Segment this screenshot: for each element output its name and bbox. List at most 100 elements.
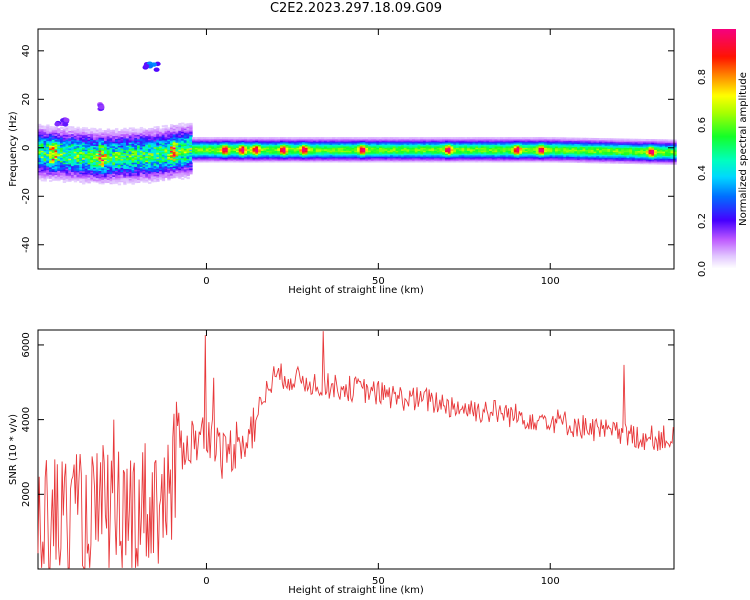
heatmap-cell [640, 144, 644, 147]
heatmap-cell [115, 144, 119, 147]
heatmap-cell [538, 141, 542, 144]
heatmap-cell [370, 137, 375, 140]
heatmap-cell [604, 141, 608, 144]
heatmap-cell [409, 138, 413, 141]
heatmap-cell [79, 171, 83, 175]
heatmap-cell [170, 129, 174, 132]
heatmap-cell [555, 137, 559, 140]
heatmap-cell [219, 138, 223, 141]
heatmap-cell [505, 147, 509, 150]
heatmap-cell [368, 158, 372, 161]
heatmap-cell [546, 145, 551, 148]
heatmap-cell [390, 140, 394, 143]
heatmap-cell [398, 157, 402, 160]
heatmap-cell [170, 151, 174, 154]
heatmap-cell [453, 150, 457, 153]
heatmap-cell [555, 145, 559, 148]
heatmap-cell [376, 141, 380, 144]
heatmap-cell [82, 137, 86, 140]
heatmap-cell [51, 129, 56, 132]
heatmap-cell [175, 140, 179, 143]
heatmap-cell [164, 165, 168, 168]
heatmap-cell [549, 156, 553, 159]
heatmap-cell [533, 142, 537, 145]
heatmap-cell [208, 144, 212, 147]
heatmap-cell [104, 140, 108, 143]
heatmap-cell [82, 159, 86, 162]
heatmap-cell [134, 175, 138, 178]
heatmap-cell [216, 145, 221, 148]
heatmap-cell [629, 154, 633, 157]
heatmap-cell [307, 151, 311, 154]
heatmap-cell [153, 175, 157, 178]
heatmap-cell [552, 142, 556, 146]
heatmap-cell [131, 169, 135, 172]
heatmap-cell [82, 164, 86, 167]
heatmap-cell [164, 127, 168, 130]
heatmap-cell [203, 151, 207, 154]
heatmap-cell [54, 132, 58, 135]
heatmap-cell [104, 173, 108, 176]
heatmap-cell [128, 166, 133, 169]
heatmap-cell [527, 137, 531, 140]
heatmap-cell [101, 169, 105, 172]
heatmap-cell [51, 126, 56, 129]
heatmap-cell [181, 174, 185, 177]
heatmap-cell [585, 142, 589, 145]
heatmap-cell [249, 154, 254, 157]
heatmap-cell [104, 144, 108, 147]
heatmap-cell [552, 144, 556, 147]
heatmap-cell [106, 172, 111, 175]
heatmap-cell [601, 138, 606, 141]
heatmap-cell [205, 154, 210, 157]
heatmap-cell [546, 150, 551, 153]
heatmap-cell [568, 144, 573, 147]
heatmap-cell [621, 148, 625, 151]
heatmap-cell [205, 140, 210, 143]
heatmap-cell [285, 137, 289, 140]
heatmap-cell [167, 133, 171, 136]
heatmap-cell [357, 150, 361, 153]
heatmap-cell [527, 142, 531, 145]
heatmap-cell [227, 144, 232, 147]
heatmap-cell [123, 164, 127, 167]
heatmap-cell [555, 144, 559, 147]
heatmap-cell [544, 140, 548, 143]
heatmap-cell [293, 153, 298, 156]
heatmap-cell [46, 149, 50, 152]
heatmap-cell [555, 153, 559, 156]
heatmap-cell [403, 151, 408, 154]
heatmap-cell [310, 156, 314, 159]
heatmap-cell [307, 137, 311, 140]
heatmap-cell [302, 141, 306, 144]
heatmap-cell [560, 150, 564, 153]
heatmap-cell [436, 140, 441, 143]
heatmap-cell [599, 161, 603, 164]
heatmap-cell [621, 161, 625, 164]
heatmap-cell [395, 137, 399, 140]
heatmap-cell [197, 160, 201, 163]
heatmap-cell [659, 149, 663, 152]
heatmap-cell [145, 141, 149, 144]
heatmap-cell [178, 160, 182, 163]
heatmap-cell [172, 132, 177, 135]
heatmap-cell [145, 179, 149, 182]
heatmap-cell [494, 141, 498, 144]
heatmap-cell [483, 145, 487, 148]
heatmap-cell [354, 160, 358, 163]
heatmap-cell [112, 180, 116, 183]
heatmap-cell [90, 142, 94, 145]
heatmap-cell [282, 150, 287, 153]
heatmap-cell [131, 136, 135, 139]
heatmap-cell [120, 139, 124, 142]
heatmap-cell [442, 154, 446, 157]
heatmap-cell [93, 158, 97, 161]
heatmap-cell [643, 144, 647, 147]
heatmap-cell [57, 128, 61, 131]
heatmap-cell [401, 153, 405, 156]
heatmap-cell [373, 151, 377, 154]
heatmap-cell [123, 133, 127, 136]
heatmap-cell [324, 157, 328, 160]
heatmap-cell [65, 134, 69, 137]
heatmap-cell [181, 144, 185, 147]
